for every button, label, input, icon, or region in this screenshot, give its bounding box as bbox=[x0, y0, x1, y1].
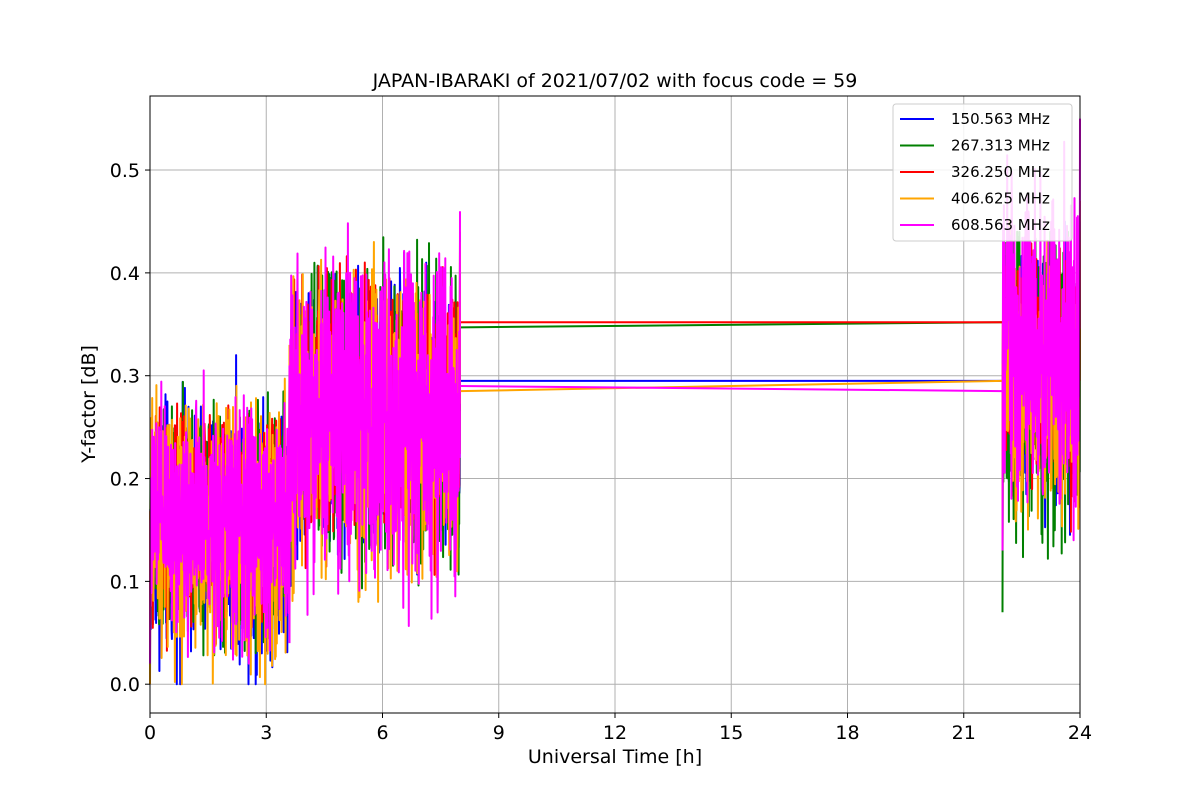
x-tick-label: 12 bbox=[603, 722, 627, 744]
y-tick-label: 0.1 bbox=[110, 571, 140, 593]
legend-label: 267.313 MHz bbox=[951, 137, 1050, 155]
series-gap-line bbox=[459, 379, 1003, 393]
x-tick-label: 15 bbox=[719, 722, 743, 744]
x-tick-label: 0 bbox=[144, 722, 156, 744]
y-tick-label: 0.5 bbox=[110, 160, 140, 182]
y-tick-label: 0.3 bbox=[110, 366, 140, 388]
y-tick-label: 0.0 bbox=[110, 674, 140, 696]
legend-label: 608.563 MHz bbox=[951, 216, 1050, 234]
y-axis: 0.0 0.1 0.2 0.3 0.4 0.5 bbox=[110, 160, 150, 696]
series-gap-line bbox=[459, 384, 1003, 393]
series-group bbox=[149, 118, 1081, 686]
x-tick-label: 21 bbox=[952, 722, 976, 744]
legend-label: 326.250 MHz bbox=[951, 163, 1050, 181]
legend: 150.563 MHz 267.313 MHz 326.250 MHz 406.625… bbox=[892, 103, 1073, 242]
x-axis: 0 3 6 9 12 15 18 21 24 bbox=[144, 713, 1092, 744]
series-line bbox=[149, 118, 1081, 665]
x-tick-label: 6 bbox=[376, 722, 388, 744]
legend-box bbox=[892, 103, 1073, 242]
x-tick-label: 3 bbox=[260, 722, 272, 744]
y-axis-label: Y-factor [dB] bbox=[78, 345, 100, 464]
legend-label: 406.625 MHz bbox=[951, 190, 1050, 208]
y-tick-label: 0.4 bbox=[110, 263, 140, 285]
x-axis-label: Universal Time [h] bbox=[528, 746, 702, 768]
x-tick-label: 18 bbox=[835, 722, 859, 744]
y-tick-label: 0.2 bbox=[110, 469, 140, 491]
x-tick-label: 24 bbox=[1068, 722, 1092, 744]
legend-label: 150.563 MHz bbox=[951, 110, 1050, 128]
x-tick-label: 9 bbox=[493, 722, 505, 744]
chart-title: JAPAN-IBARAKI of 2021/07/02 with focus c… bbox=[372, 70, 858, 92]
